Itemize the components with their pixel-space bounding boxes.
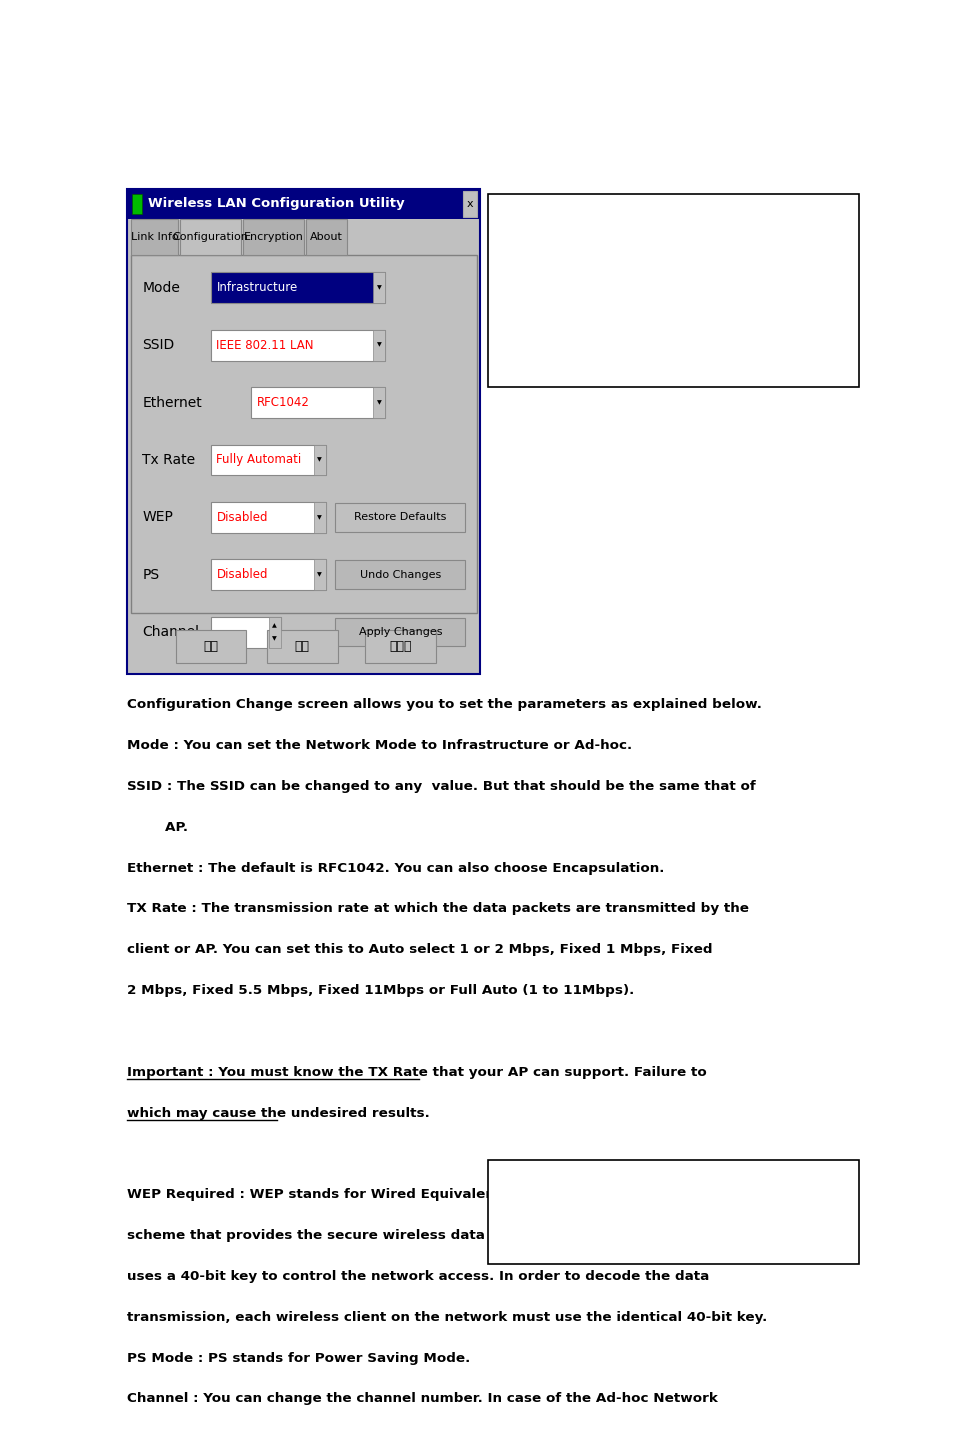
Text: Undo Changes: Undo Changes — [360, 570, 441, 580]
Text: EXHIBIT #: 7L: EXHIBIT #: 7L — [497, 320, 603, 335]
Text: RFC1042: RFC1042 — [257, 396, 311, 408]
Text: Configuration: Configuration — [173, 232, 248, 242]
Bar — [307, 219, 346, 255]
Text: 확인: 확인 — [203, 641, 219, 653]
Text: WEP: WEP — [142, 510, 173, 524]
Bar — [314, 559, 326, 590]
Bar — [131, 193, 142, 214]
Text: AP.: AP. — [128, 821, 188, 834]
Text: PS Mode : PS stands for Power Saving Mode.: PS Mode : PS stands for Power Saving Mod… — [128, 1351, 471, 1364]
Text: 도움말: 도움말 — [389, 641, 411, 653]
Text: MIRAE TECHNOLOGY: MIRAE TECHNOLOGY — [497, 1179, 654, 1194]
Bar — [373, 330, 386, 361]
Text: ▼: ▼ — [317, 572, 322, 577]
Text: FCC ID:  O6ANANOSPEED: FCC ID: O6ANANOSPEED — [497, 267, 690, 282]
Bar — [180, 219, 241, 255]
Text: MIRAE TECHNOLOGY: MIRAE TECHNOLOGY — [497, 214, 654, 229]
Text: FCC ID  O6ANANOSPEED: FCC ID O6ANANOSPEED — [497, 1230, 685, 1244]
Text: Channel: Channel — [142, 625, 199, 639]
Text: SSID: SSID — [142, 338, 175, 353]
Text: uses a 40-bit key to control the network access. In order to decode the data: uses a 40-bit key to control the network… — [128, 1270, 710, 1283]
Bar — [336, 560, 465, 589]
Text: Wireless LAN Configuration Utility: Wireless LAN Configuration Utility — [148, 198, 405, 211]
Bar — [131, 255, 477, 613]
Bar — [128, 189, 480, 219]
Text: ▲: ▲ — [272, 623, 277, 628]
Text: transmission, each wireless client on the network must use the identical 40-bit : transmission, each wireless client on th… — [128, 1311, 767, 1324]
Text: ▼: ▼ — [272, 636, 277, 641]
Text: Ethernet : The default is RFC1042. You can also choose Encapsulation.: Ethernet : The default is RFC1042. You c… — [128, 861, 665, 874]
Text: Ethernet: Ethernet — [142, 396, 202, 410]
Bar — [314, 444, 326, 476]
Text: Disabled: Disabled — [217, 569, 268, 582]
Text: 2 Mbps, Fixed 5.5 Mbps, Fixed 11Mbps or Full Auto (1 to 11Mbps).: 2 Mbps, Fixed 5.5 Mbps, Fixed 11Mbps or … — [128, 984, 635, 997]
Text: Apply Changes: Apply Changes — [359, 628, 442, 638]
Text: ▼: ▼ — [377, 285, 382, 291]
Bar — [336, 618, 465, 646]
Text: Mode: Mode — [142, 281, 180, 295]
Text: Important : You must know the TX Rate that your AP can support. Failure to: Important : You must know the TX Rate th… — [128, 1066, 707, 1079]
Text: Link Info: Link Info — [130, 232, 178, 242]
Text: Mode : You can set the Network Mode to Infrastructure or Ad-hoc.: Mode : You can set the Network Mode to I… — [128, 739, 632, 752]
Bar — [175, 631, 246, 663]
Text: Tx Rate: Tx Rate — [142, 453, 196, 467]
Bar — [488, 1159, 859, 1264]
Text: Infrastructure: Infrastructure — [217, 281, 297, 294]
Text: TX Rate : The transmission rate at which the data packets are transmitted by the: TX Rate : The transmission rate at which… — [128, 903, 749, 916]
Bar — [269, 616, 281, 648]
Text: Configuration Change screen allows you to set the parameters as explained below.: Configuration Change screen allows you t… — [128, 698, 762, 711]
Bar — [211, 616, 281, 648]
Bar — [373, 272, 386, 304]
Bar — [365, 631, 435, 663]
Bar — [211, 444, 326, 476]
Bar — [244, 219, 304, 255]
Text: Disabled: Disabled — [217, 510, 268, 524]
Text: Channel : You can change the channel number. In case of the Ad-hoc Network: Channel : You can change the channel num… — [128, 1393, 718, 1406]
Text: About: About — [310, 232, 343, 242]
Text: Fully Automati: Fully Automati — [217, 453, 302, 467]
Bar — [336, 503, 465, 532]
Text: IEEE 802.11 LAN: IEEE 802.11 LAN — [217, 338, 314, 351]
Text: ▼: ▼ — [317, 457, 322, 463]
Bar — [128, 189, 480, 674]
Bar — [462, 191, 478, 216]
Text: which may cause the undesired results.: which may cause the undesired results. — [128, 1106, 430, 1119]
Text: WEP Required : WEP stands for Wired Equivalent Privacy. WEP is an encryption: WEP Required : WEP stands for Wired Equi… — [128, 1188, 733, 1201]
Text: PS: PS — [142, 567, 159, 582]
Bar — [251, 387, 386, 418]
Text: Restore Defaults: Restore Defaults — [354, 513, 447, 522]
Bar — [131, 219, 177, 255]
Text: 취소: 취소 — [294, 641, 310, 653]
Bar — [211, 559, 326, 590]
Bar — [267, 631, 338, 663]
Text: SSID : The SSID can be changed to any  value. But that should be the same that o: SSID : The SSID can be changed to any va… — [128, 780, 756, 792]
Bar — [211, 272, 386, 304]
Text: ▼: ▼ — [377, 342, 382, 348]
Bar — [488, 193, 859, 387]
Bar — [373, 387, 386, 418]
Text: ▼: ▼ — [317, 514, 322, 520]
Text: ▼: ▼ — [377, 400, 382, 406]
Text: client or AP. You can set this to Auto select 1 or 2 Mbps, Fixed 1 Mbps, Fixed: client or AP. You can set this to Auto s… — [128, 943, 713, 956]
Text: Encryption: Encryption — [244, 232, 304, 242]
Text: x: x — [467, 199, 473, 209]
Bar — [314, 502, 326, 533]
Bar — [211, 330, 386, 361]
Text: scheme that provides the secure wireless data communications to the users. WEP: scheme that provides the secure wireless… — [128, 1230, 755, 1242]
Bar — [211, 502, 326, 533]
